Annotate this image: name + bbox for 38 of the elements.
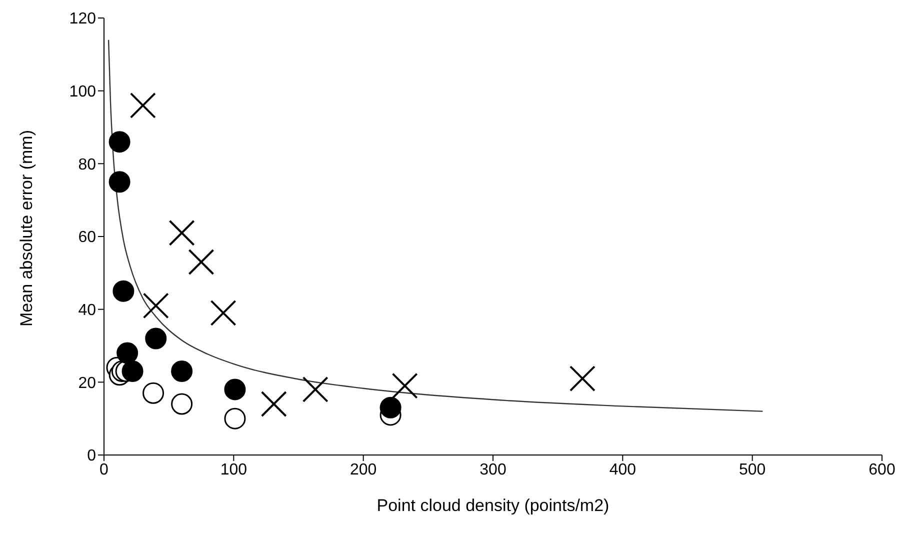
point	[171, 360, 193, 382]
point	[145, 328, 167, 350]
point	[392, 372, 418, 399]
x-tick-label: 600	[868, 461, 896, 478]
point	[142, 292, 169, 319]
y-tick-label: 60	[78, 229, 96, 246]
point	[302, 376, 328, 402]
point	[188, 248, 214, 275]
x-tick-label: 200	[350, 461, 377, 478]
x-tick-label: 0	[100, 461, 109, 478]
x-axis-title: Point cloud density (points/m2)	[376, 496, 610, 515]
point	[108, 131, 130, 153]
x-tick-label: 500	[738, 461, 766, 478]
point	[380, 396, 402, 418]
y-tick-label: 20	[78, 374, 96, 392]
point	[260, 391, 287, 418]
x-tick-label: 100	[220, 461, 248, 478]
point	[210, 300, 236, 326]
line-series	[108, 39, 764, 412]
point	[142, 382, 164, 404]
point	[130, 92, 156, 118]
point	[168, 220, 195, 246]
y-tick-label: 80	[78, 156, 96, 174]
point	[224, 408, 246, 430]
point	[224, 378, 246, 400]
y-tick-label: 120	[69, 10, 96, 28]
y-tick-label: 40	[78, 302, 96, 320]
point	[569, 366, 596, 392]
point	[116, 342, 138, 364]
point	[108, 171, 130, 193]
point	[122, 360, 144, 382]
y-axis-title: Mean absolute error (mm)	[17, 130, 36, 326]
x-tick-label: 300	[480, 461, 506, 478]
x-tick-label: 400	[609, 461, 636, 478]
point	[171, 393, 193, 415]
y-tick-label: 0	[87, 448, 96, 465]
y-tick-label: 100	[69, 84, 96, 101]
point	[112, 280, 134, 302]
